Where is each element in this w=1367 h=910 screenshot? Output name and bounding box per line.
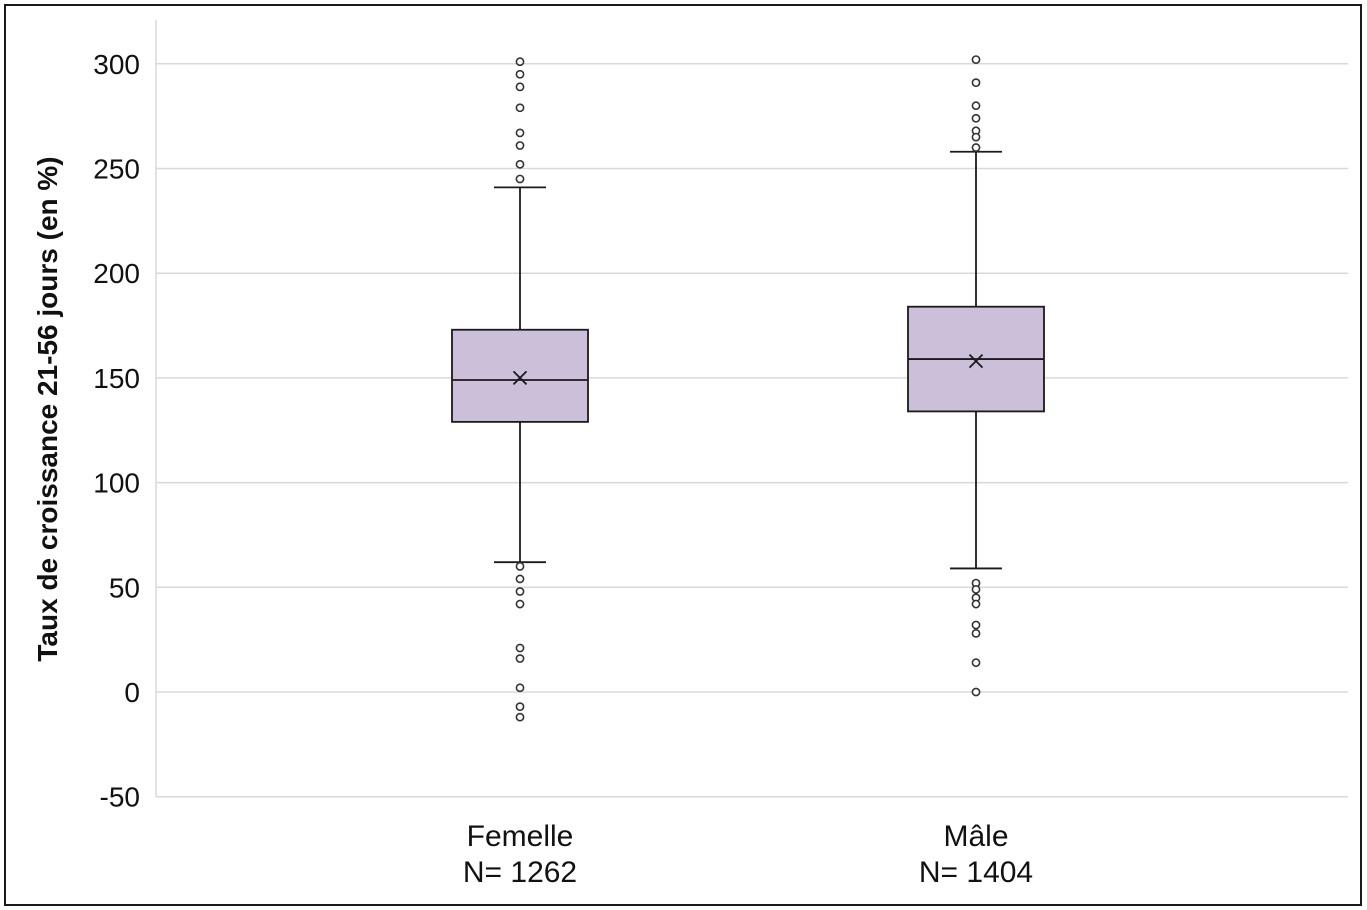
outlier-point (515, 643, 525, 653)
outlier-point (515, 683, 525, 693)
outlier-point (515, 69, 525, 79)
y-axis-ticks: 300 250 200 150 100 50 0 -50 (93, 49, 140, 813)
outlier-point (515, 57, 525, 67)
x-category-count-label: N= 1404 (919, 856, 1033, 889)
outlier-point (971, 113, 981, 123)
outlier-point (515, 574, 525, 584)
outlier-point (971, 599, 981, 609)
y-tick-label: 200 (93, 258, 140, 289)
y-tick-label: -50 (100, 782, 140, 813)
outlier-point (971, 143, 981, 152)
outlier-point (515, 141, 525, 150)
outlier-point (515, 702, 525, 712)
outlier-point (515, 159, 525, 169)
gridlines (155, 20, 1348, 798)
outlier-point (971, 620, 981, 630)
box-1 (451, 57, 589, 722)
outlier-point (971, 55, 981, 65)
box-series (451, 55, 1045, 722)
outlier-point (515, 174, 525, 184)
outlier-point (971, 628, 981, 638)
outlier-point (515, 82, 525, 92)
y-tick-label: 100 (93, 468, 140, 499)
outlier-point (971, 132, 981, 142)
outlier-point (971, 584, 981, 594)
x-category-label: Mâle (943, 820, 1008, 853)
outlier-point (515, 128, 525, 138)
outlier-point (515, 561, 525, 571)
outlier-point (971, 687, 981, 697)
outlier-point (971, 78, 981, 88)
x-category-count-label: N= 1262 (463, 856, 577, 889)
outlier-point (515, 103, 525, 113)
box-2 (907, 55, 1045, 697)
y-tick-label: 250 (93, 154, 140, 185)
y-tick-label: 300 (93, 49, 140, 80)
outlier-point (971, 101, 981, 111)
outlier-point (515, 712, 525, 722)
outlier-point (515, 654, 525, 663)
outlier-point (971, 658, 981, 668)
y-tick-label: 150 (93, 363, 140, 394)
y-tick-label: 0 (124, 677, 140, 708)
outlier-point (515, 587, 525, 596)
chart-frame: 300 250 200 150 100 50 0 -50 Femelle N= 1262 Mâle… (4, 4, 1362, 906)
x-category-label: Femelle (467, 820, 574, 853)
mean-marker (512, 370, 528, 386)
iqr-box (451, 328, 589, 423)
y-tick-label: 50 (109, 572, 140, 603)
y-axis-title: Taux de croissance 21-56 jours (en %) (32, 156, 63, 661)
mean-marker (968, 354, 984, 369)
outlier-point (515, 599, 525, 609)
